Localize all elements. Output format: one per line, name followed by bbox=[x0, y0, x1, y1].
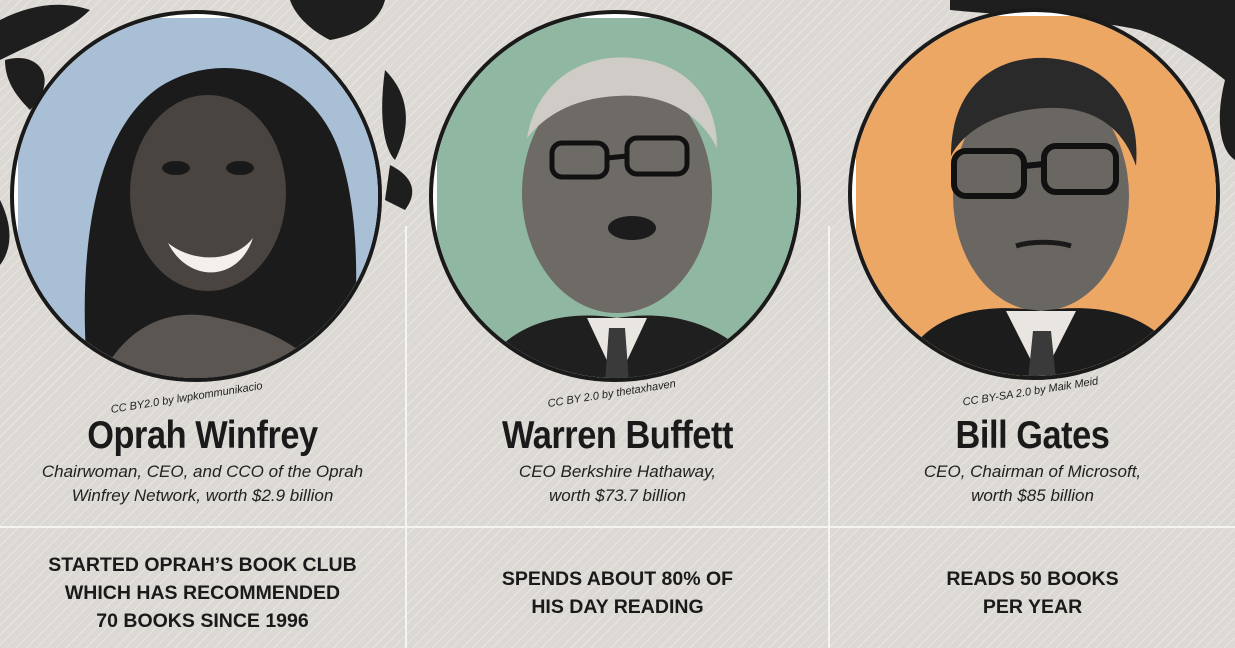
person-card-bill-gates: CC BY-SA 2.0 by Maik Meid Bill Gates CEO… bbox=[830, 0, 1235, 648]
photo-credit: CC BY-SA 2.0 by Maik Meid bbox=[961, 375, 1100, 409]
reading-fact-line2: HIS DAY READING bbox=[531, 596, 704, 618]
portrait-frame bbox=[10, 10, 382, 382]
portrait-frame bbox=[848, 8, 1220, 380]
row-divider bbox=[0, 526, 1235, 528]
person-card-oprah-winfrey: CC BY2.0 by lwpkommunikacio Oprah Winfre… bbox=[0, 0, 405, 648]
photo-credit: CC BY 2.0 by thetaxhaven bbox=[546, 377, 677, 411]
reading-fact-line2: PER YEAR bbox=[982, 596, 1083, 618]
person-description-line2: Winfrey Network, worth $2.9 billion bbox=[71, 486, 334, 505]
person-description-line1: Chairwoman, CEO, and CCO of the Oprah bbox=[41, 462, 364, 481]
person-description-line1: CEO, Chairman of Microsoft, bbox=[923, 462, 1142, 481]
person-name: Warren Buffett bbox=[502, 414, 733, 457]
column-divider-2 bbox=[828, 226, 830, 648]
reading-fact-line1: READS 50 BOOKS bbox=[946, 568, 1119, 590]
warren-buffett-portrait-icon bbox=[437, 18, 797, 378]
person-name: Oprah Winfrey bbox=[87, 414, 318, 457]
portrait-frame bbox=[429, 10, 801, 382]
reading-fact-line2: WHICH HAS RECOMMENDED bbox=[64, 582, 341, 604]
person-card-warren-buffett: CC BY 2.0 by thetaxhaven Warren Buffett … bbox=[407, 0, 828, 648]
reading-fact-line3: 70 BOOKS SINCE 1996 bbox=[96, 610, 309, 632]
person-description-line2: worth $73.7 billion bbox=[548, 486, 687, 505]
reading-fact-line1: SPENDS ABOUT 80% OF bbox=[501, 568, 734, 590]
bill-gates-portrait-icon bbox=[856, 16, 1216, 376]
reading-fact-line1: STARTED OPRAH’S BOOK CLUB bbox=[48, 554, 357, 576]
oprah-winfrey-portrait-icon bbox=[18, 18, 378, 378]
photo-credit: CC BY2.0 by lwpkommunikacio bbox=[110, 380, 264, 416]
person-description-line1: CEO Berkshire Hathaway, bbox=[518, 462, 717, 481]
person-description-line2: worth $85 billion bbox=[971, 486, 1094, 505]
person-name: Bill Gates bbox=[955, 414, 1110, 457]
column-divider-1 bbox=[405, 226, 407, 648]
